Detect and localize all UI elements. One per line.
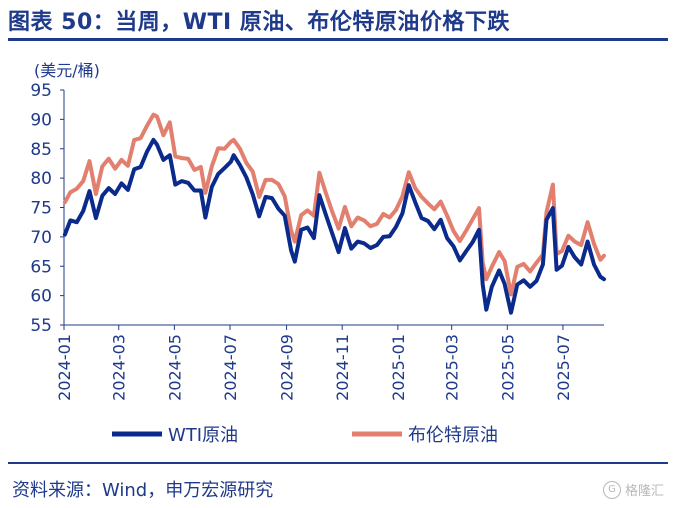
x-tick-label: 2025-01 bbox=[389, 334, 408, 401]
oil-price-chart: (美元/桶) 55 60 65 70 75 80 85 90 95 2024-01 2024-03… bbox=[30, 61, 606, 446]
x-tick-label: 2024-03 bbox=[110, 334, 129, 401]
watermark-logo-icon: G bbox=[602, 480, 621, 499]
x-tick-label: 2024-11 bbox=[333, 334, 352, 401]
x-tick-label: 2024-01 bbox=[55, 334, 74, 401]
legend: WTI原油 布伦特原油 bbox=[112, 425, 498, 446]
x-tick-label: 2025-05 bbox=[498, 334, 517, 401]
series-line-brent bbox=[62, 112, 606, 297]
series-line-wti bbox=[62, 137, 606, 315]
legend-label: WTI原油 bbox=[168, 425, 238, 446]
source-note: 资料来源：Wind，申万宏源研究 bbox=[12, 480, 274, 501]
y-tick-label: 80 bbox=[30, 169, 52, 189]
x-tick-label: 2025-03 bbox=[443, 334, 462, 401]
legend-label: 布伦特原油 bbox=[408, 425, 498, 446]
y-tick-label: 90 bbox=[30, 110, 52, 130]
chart-title: 图表 50：当周，WTI 原油、布伦特原油价格下跌 bbox=[8, 10, 510, 35]
footer-divider bbox=[8, 462, 668, 464]
watermark-text: 格隆汇 bbox=[624, 484, 664, 499]
title-divider bbox=[8, 38, 668, 41]
x-tick-label: 2024-09 bbox=[278, 334, 297, 401]
watermark: G 格隆汇 bbox=[602, 480, 664, 499]
y-tick-label: 75 bbox=[30, 199, 52, 219]
y-axis: 55 60 65 70 75 80 85 90 95 bbox=[30, 81, 65, 336]
y-tick-label: 60 bbox=[30, 287, 52, 307]
x-tick-label: 2024-07 bbox=[221, 334, 240, 401]
y-tick-label: 85 bbox=[30, 140, 52, 160]
y-tick-label: 70 bbox=[30, 228, 52, 248]
x-axis: 2024-01 2024-03 2024-05 2024-07 2024-09 2024-… bbox=[55, 324, 604, 401]
x-tick-label: 2024-05 bbox=[165, 334, 184, 401]
x-tick-label: 2025-07 bbox=[554, 334, 573, 401]
series-lines bbox=[62, 112, 606, 315]
y-tick-label: 65 bbox=[30, 257, 52, 277]
y-axis-unit-label: (美元/桶) bbox=[34, 61, 100, 80]
y-tick-label: 95 bbox=[30, 81, 52, 101]
y-tick-label: 55 bbox=[30, 316, 52, 336]
